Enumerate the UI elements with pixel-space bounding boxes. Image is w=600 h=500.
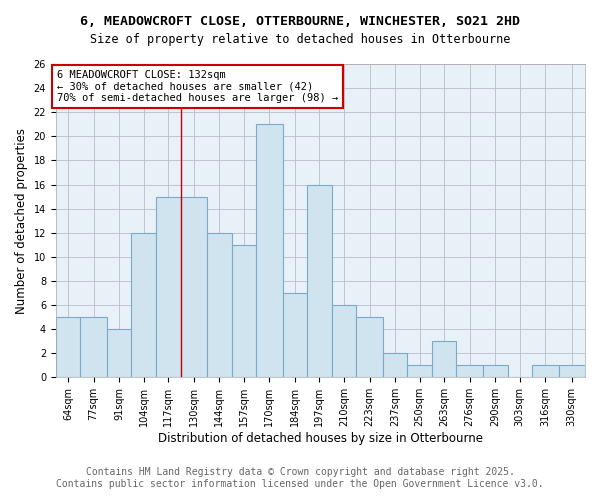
Text: Contains HM Land Registry data © Crown copyright and database right 2025.
Contai: Contains HM Land Registry data © Crown c…	[56, 468, 544, 489]
Bar	[407, 366, 432, 378]
Text: Size of property relative to detached houses in Otterbourne: Size of property relative to detached ho…	[90, 32, 510, 46]
Y-axis label: Number of detached properties: Number of detached properties	[15, 128, 28, 314]
Text: 6 MEADOWCROFT CLOSE: 132sqm
← 30% of detached houses are smaller (42)
70% of sem: 6 MEADOWCROFT CLOSE: 132sqm ← 30% of det…	[57, 70, 338, 103]
Text: 6, MEADOWCROFT CLOSE, OTTERBOURNE, WINCHESTER, SO21 2HD: 6, MEADOWCROFT CLOSE, OTTERBOURNE, WINCH…	[80, 15, 520, 28]
Bar	[256, 124, 283, 378]
X-axis label: Distribution of detached houses by size in Otterbourne: Distribution of detached houses by size …	[158, 432, 483, 445]
Bar	[532, 366, 559, 378]
Bar	[207, 232, 232, 378]
Bar	[432, 341, 457, 378]
Bar	[307, 184, 332, 378]
Bar	[181, 196, 207, 378]
Bar	[356, 317, 383, 378]
Bar	[283, 293, 307, 378]
Bar	[457, 366, 483, 378]
Bar	[332, 305, 356, 378]
Bar	[56, 317, 80, 378]
Bar	[131, 232, 156, 378]
Bar	[80, 317, 107, 378]
Bar	[559, 366, 585, 378]
Bar	[483, 366, 508, 378]
Bar	[232, 245, 256, 378]
Bar	[156, 196, 181, 378]
Bar	[107, 329, 131, 378]
Bar	[383, 353, 407, 378]
